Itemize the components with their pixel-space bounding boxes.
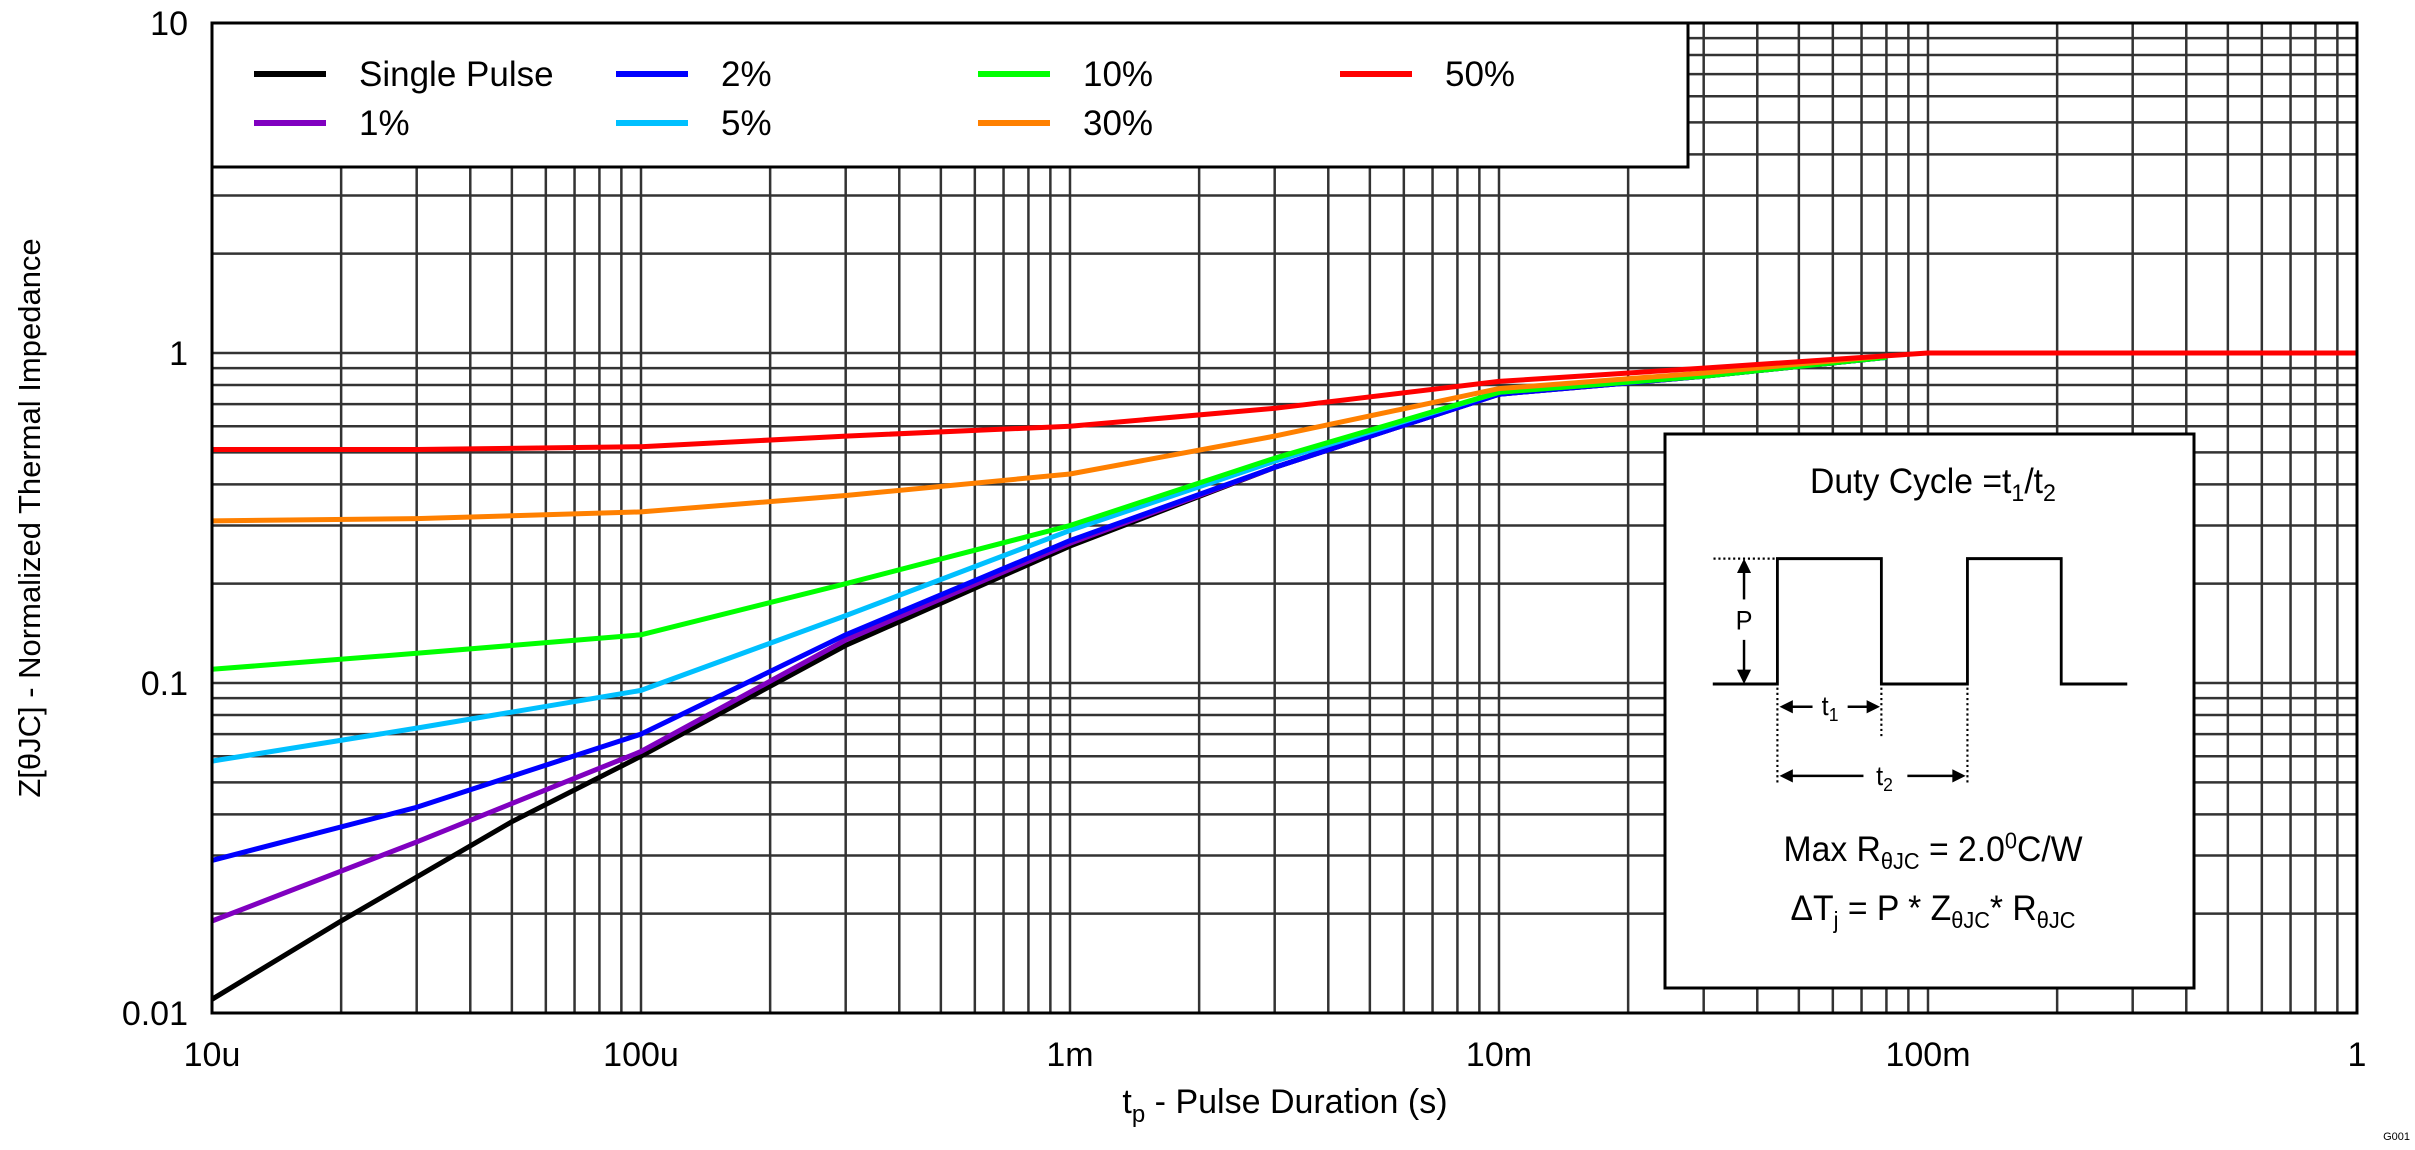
inset-box [1663,432,2196,990]
legend-item: 1% [254,104,410,143]
x-tick-label: 100u [603,1036,679,1074]
p-arrowhead-up-icon [1737,558,1752,573]
y-tick-label: 1 [169,335,188,373]
legend-item: 30% [978,104,1153,143]
t1-label: t1 [1822,693,1839,725]
figure-id: G001 [2383,1131,2410,1143]
x-tick-label: 10m [1466,1036,1532,1074]
t2-label: t2 [1876,763,1893,795]
y-tick-label: 10 [150,5,188,43]
x-tick-label: 1m [1046,1036,1093,1074]
x-tick-label: 1 [2348,1036,2367,1074]
x-tick-label: 100m [1885,1036,1970,1074]
legend: Single Pulse 1% 2% 5% 10% 30% 50% [210,21,1690,169]
legend-label: 1% [359,104,410,143]
legend-item: Single Pulse [254,55,554,94]
x-tick-labels: 10u 100u 1m 10m 100m 1 [184,1036,2367,1074]
y-axis-label: Z[θJC] - Normalized Thermal Impedance [12,238,47,797]
series-line-10- [211,354,1887,672]
t1-arrowhead-left-icon [1779,700,1793,714]
max-rth-label: Max RθJC = 2.00C/W [1783,828,2082,874]
legend-item: 10% [978,55,1153,94]
y-tick-labels: 0.01 0.1 1 10 [122,5,188,1033]
series-lines [210,350,2357,1002]
legend-label: 5% [721,104,772,143]
legend-item: 50% [1340,55,1515,94]
inset-title: Duty Cycle =t1/t2 [1810,462,2056,507]
legend-label: 10% [1083,55,1153,94]
legend-box [210,21,1690,169]
x-tick-label: 10u [184,1036,241,1074]
pulse-waveform [1712,557,2128,686]
legend-label: 2% [721,55,772,94]
series-line-30- [211,353,1887,524]
y-tick-label: 0.01 [122,995,188,1033]
duty-cycle-inset: Duty Cycle =t1/t2 P t1 t2 Max RθJC = 2.0… [1663,432,2196,990]
p-label: P [1736,607,1753,636]
series-line-50- [212,350,2357,452]
legend-item: 2% [616,55,772,94]
t1-arrowhead-right-icon [1866,700,1880,714]
legend-label: Single Pulse [359,55,554,94]
t2-arrowhead-left-icon [1779,769,1793,783]
delta-tj-formula: ΔTj = P * ZθJC* RθJC [1791,889,2076,933]
legend-item: 5% [616,104,772,143]
t2-arrowhead-right-icon [1952,769,1966,783]
legend-label: 50% [1445,55,1515,94]
y-tick-label: 0.1 [141,665,188,703]
legend-label: 30% [1083,104,1153,143]
x-axis-label: tp - Pulse Duration (s) [1122,1083,1447,1128]
p-arrowhead-down-icon [1737,669,1752,684]
